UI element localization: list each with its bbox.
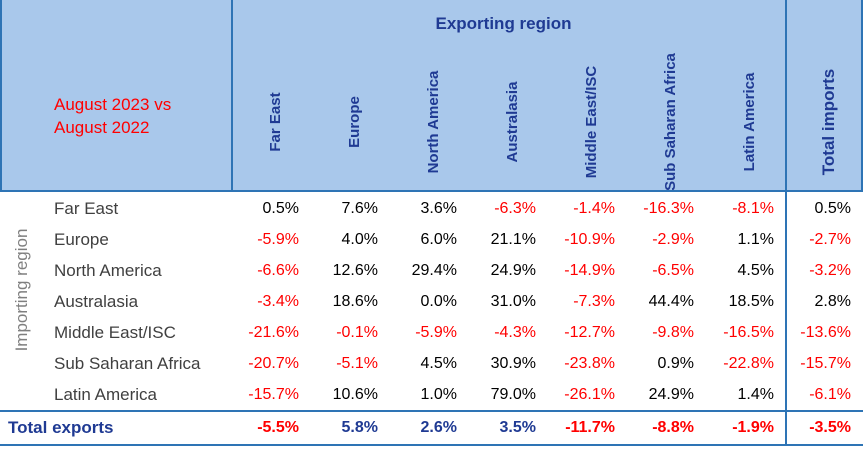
table-cell: 1.4%: [737, 386, 774, 403]
table-cell: 2.8%: [814, 293, 851, 310]
column-header-far-east: Far East: [266, 91, 283, 152]
table-cell: 7.6%: [341, 200, 378, 217]
table-cell: 4.5%: [420, 355, 457, 372]
total-bottom-rule: [0, 444, 863, 446]
table-cell: 3.6%: [420, 200, 457, 217]
table-cell: 30.9%: [490, 355, 536, 372]
table-cell: 18.6%: [332, 293, 378, 310]
table-cell: -2.7%: [809, 231, 851, 248]
total-cell: -3.5%: [809, 419, 851, 436]
table-cell: 24.9%: [648, 386, 694, 403]
period-line-1: August 2023 vs: [54, 95, 172, 114]
table-cell: -5.1%: [336, 355, 378, 372]
total-cell: -11.7%: [565, 419, 615, 436]
table-cell: -6.6%: [257, 262, 299, 279]
total-top-rule: [0, 410, 863, 412]
table-cell: 44.4%: [648, 293, 694, 310]
column-header-middle-east-isc: Middle East/ISC: [582, 65, 599, 178]
table-cell: 0.0%: [420, 293, 457, 310]
table-cell: -7.3%: [573, 293, 615, 310]
table-cell: -6.5%: [652, 262, 694, 279]
table-cell: -13.6%: [800, 324, 851, 341]
table-cell: 24.9%: [490, 262, 536, 279]
table-cell: -10.9%: [564, 231, 615, 248]
total-cell: -5.5%: [257, 419, 299, 436]
table-cell: -3.2%: [809, 262, 851, 279]
table-cell: 4.5%: [737, 262, 774, 279]
right-border: [861, 0, 863, 192]
table-cell: -3.4%: [257, 293, 299, 310]
table-cell: 1.1%: [737, 231, 774, 248]
table-cell: 0.5%: [262, 200, 299, 217]
table-cell: -5.9%: [257, 231, 299, 248]
table-cell: -12.7%: [564, 324, 615, 341]
table-cell: 31.0%: [490, 293, 536, 310]
table-cell: 18.5%: [728, 293, 774, 310]
table-cell: -4.3%: [494, 324, 536, 341]
table-cell: -14.9%: [564, 262, 615, 279]
table-cell: -5.9%: [415, 324, 457, 341]
rowlabel-divider: [231, 0, 233, 191]
table-cell: -15.7%: [800, 355, 851, 372]
table-cell: -1.4%: [573, 200, 615, 217]
table-cell: -16.3%: [643, 200, 694, 217]
exporting-region-title: Exporting region: [435, 14, 572, 33]
column-header-sub-saharan-africa: Sub Saharan Africa: [661, 52, 678, 191]
table-cell: 0.9%: [657, 355, 694, 372]
column-header-europe: Europe: [345, 95, 362, 148]
period-label: August 2023 vs August 2022: [54, 93, 224, 139]
table-cell: -8.1%: [732, 200, 774, 217]
table-cell: -2.9%: [652, 231, 694, 248]
total-cell: 2.6%: [420, 419, 457, 436]
table-cell: -6.1%: [809, 386, 851, 403]
table-header-band: [0, 0, 863, 191]
table-cell: -26.1%: [564, 386, 615, 403]
row-label: Latin America: [54, 385, 157, 404]
table-cell: -0.1%: [336, 324, 378, 341]
table-cell: 21.1%: [490, 231, 536, 248]
column-header-australasia: Australasia: [503, 81, 520, 162]
total-cell: 5.8%: [341, 419, 378, 436]
table-cell: -9.8%: [652, 324, 694, 341]
column-header-north-america: North America: [424, 70, 441, 173]
importing-region-title: Importing region: [12, 228, 31, 352]
table-cell: 10.6%: [332, 386, 378, 403]
total-cell: 3.5%: [499, 419, 536, 436]
period-line-2: August 2022: [54, 118, 150, 137]
table-cell: -23.8%: [564, 355, 615, 372]
table-cell: 12.6%: [332, 262, 378, 279]
header-bottom-rule: [0, 190, 863, 192]
table-cell: -20.7%: [248, 355, 299, 372]
row-label: Middle East/ISC: [54, 323, 176, 342]
table-cell: 1.0%: [420, 386, 457, 403]
total-imports-divider: [785, 0, 787, 446]
table-cell: -22.8%: [723, 355, 774, 372]
table-cell: 6.0%: [420, 231, 457, 248]
row-label: Sub Saharan Africa: [54, 354, 201, 373]
table-cell: -21.6%: [248, 324, 299, 341]
left-border: [0, 0, 2, 192]
table-cell: 79.0%: [490, 386, 536, 403]
row-label: North America: [54, 261, 162, 280]
row-label: Europe: [54, 230, 109, 249]
table-cell: 29.4%: [411, 262, 457, 279]
total-cell: -8.8%: [652, 419, 694, 436]
table-cell: -6.3%: [494, 200, 536, 217]
column-header-total-imports: Total imports: [818, 68, 837, 175]
column-header-latin-america: Latin America: [740, 72, 758, 171]
total-exports-label: Total exports: [8, 418, 114, 437]
table-cell: 0.5%: [814, 200, 851, 217]
table-cell: -16.5%: [723, 324, 774, 341]
row-label: Far East: [54, 199, 119, 218]
table-cell: -15.7%: [248, 386, 299, 403]
total-cell: -1.9%: [732, 419, 774, 436]
row-label: Australasia: [54, 292, 139, 311]
table-cell: 4.0%: [341, 231, 378, 248]
